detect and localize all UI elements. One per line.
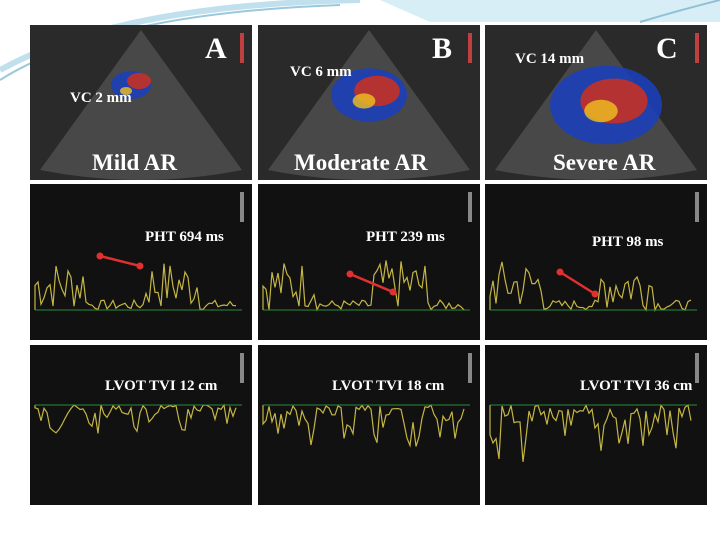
pht-label: PHT 694 ms — [145, 229, 224, 245]
decor-swoosh — [639, 0, 720, 23]
ar-grade: Mild AR — [92, 150, 177, 175]
doppler-trace — [262, 260, 465, 312]
scale-bar — [240, 33, 244, 63]
lvot-label: LVOT TVI 18 cm — [332, 378, 445, 394]
decor-band — [380, 0, 720, 22]
doppler-trace — [489, 261, 692, 313]
lvot-label: LVOT TVI 36 cm — [580, 378, 693, 394]
scale-bar — [240, 353, 244, 383]
color-jet — [584, 99, 618, 123]
doppler-trace — [34, 403, 237, 434]
scale-bar — [468, 192, 472, 222]
scale-bar — [468, 33, 472, 63]
pht-slope — [349, 272, 394, 294]
pht-label: PHT 98 ms — [592, 234, 664, 250]
doppler-trace — [489, 403, 692, 462]
echo-sector — [40, 30, 242, 180]
ar-grade: Moderate AR — [294, 150, 428, 175]
color-jet — [352, 93, 376, 109]
panel-letter: A — [205, 32, 227, 65]
doppler-trace — [34, 263, 237, 311]
pht-point — [591, 290, 599, 298]
color-jet — [120, 87, 132, 95]
echo-panel — [258, 184, 480, 340]
pht-label: PHT 239 ms — [366, 229, 445, 245]
pht-slope — [559, 270, 596, 296]
echo-panel — [30, 345, 252, 505]
echo-panel — [258, 345, 480, 505]
labels: A B C VC 2 mm VC 6 mm VC 14 mm Mild AR M… — [70, 32, 693, 394]
pht-point — [346, 270, 354, 278]
vc-label: VC 14 mm — [515, 51, 585, 67]
pht-point — [556, 268, 564, 276]
scale-bar — [468, 353, 472, 383]
pht-point — [389, 288, 397, 296]
panel-letter: C — [656, 32, 678, 65]
pht-point — [96, 252, 104, 260]
vc-label: VC 2 mm — [70, 90, 132, 106]
label-box — [140, 225, 245, 247]
label-box — [585, 230, 685, 252]
ar-grade: Severe AR — [553, 150, 656, 175]
pht-point — [136, 262, 144, 270]
scale-bar — [695, 353, 699, 383]
label-box — [360, 225, 465, 247]
scale-bar — [240, 192, 244, 222]
echo-panel — [485, 184, 707, 340]
panel-grid — [30, 25, 707, 505]
lvot-label: LVOT TVI 12 cm — [105, 378, 218, 394]
scale-bar — [695, 192, 699, 222]
scale-bar — [695, 33, 699, 63]
vc-label: VC 6 mm — [290, 64, 352, 80]
echo-panel — [30, 184, 252, 340]
echo-panel — [485, 345, 707, 505]
color-jet — [127, 73, 151, 89]
pht-slope — [99, 254, 141, 268]
panel-letter: B — [432, 32, 452, 65]
